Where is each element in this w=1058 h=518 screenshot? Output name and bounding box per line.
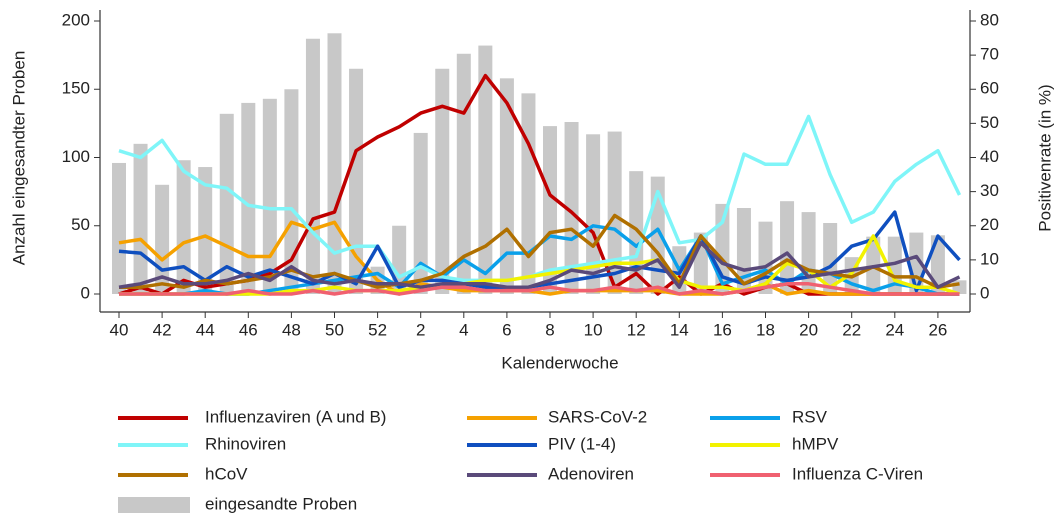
bar (198, 167, 213, 294)
bar (435, 68, 450, 295)
x-tick-label: 26 (928, 320, 947, 339)
legend-label: Adenoviren (548, 464, 634, 483)
y-tick-label: 100 (62, 147, 90, 166)
x-tick-label: 12 (627, 320, 646, 339)
bar (133, 143, 148, 294)
x-tick-label: 44 (196, 320, 215, 339)
y2-axis-label: Positivenrate (in %) (1035, 84, 1054, 231)
bar (543, 126, 557, 294)
x-tick-label: 40 (110, 320, 129, 339)
x-tick-label: 48 (282, 320, 301, 339)
y-tick-label: 50 (71, 215, 90, 234)
x-tick-label: 14 (670, 320, 689, 339)
bar (780, 201, 795, 294)
legend-label: hCoV (205, 464, 248, 483)
x-tick-label: 4 (459, 320, 468, 339)
bar (607, 131, 622, 294)
x-tick-label: 20 (799, 320, 818, 339)
bar (305, 38, 320, 295)
legend-label: PIV (1-4) (548, 434, 616, 453)
legend-label: Rhinoviren (205, 434, 286, 453)
x-tick-label: 52 (368, 320, 387, 339)
x-tick-label: 50 (325, 320, 344, 339)
bar (564, 122, 579, 294)
y2-tick-label: 30 (980, 181, 999, 200)
legend-swatch (118, 497, 190, 513)
y2-tick-label: 20 (980, 215, 999, 234)
y2-tick-label: 50 (980, 113, 999, 132)
x-axis-label: Kalenderwoche (501, 353, 618, 372)
legend-label: hMPV (792, 434, 839, 453)
y2-tick-label: 60 (980, 79, 999, 98)
x-tick-label: 42 (153, 320, 172, 339)
y2-tick-label: 10 (980, 249, 999, 268)
legend-label: eingesandte Proben (205, 494, 357, 513)
y2-tick-label: 70 (980, 45, 999, 64)
x-tick-label: 10 (584, 320, 603, 339)
legend-label: Influenzaviren (A und B) (205, 407, 386, 426)
x-tick-label: 24 (885, 320, 904, 339)
series-line (118, 241, 961, 289)
series-line (118, 220, 960, 296)
bar (262, 98, 277, 295)
legend-label: SARS-CoV-2 (548, 407, 647, 426)
y2-tick-label: 0 (980, 283, 989, 302)
bar (736, 208, 751, 294)
x-tick-label: 16 (713, 320, 732, 339)
x-tick-label: 46 (239, 320, 258, 339)
bar (241, 102, 256, 295)
bar (801, 212, 816, 294)
x-tick-label: 22 (842, 320, 861, 339)
bar (478, 45, 493, 294)
y2-tick-label: 80 (980, 10, 999, 29)
bar (413, 132, 428, 294)
bar (586, 134, 601, 294)
bar (349, 68, 364, 295)
bar (284, 89, 299, 294)
bar (327, 33, 342, 294)
x-tick-label: 6 (502, 320, 511, 339)
bar (521, 93, 536, 294)
y2-tick-label: 40 (980, 147, 999, 166)
y-axis-label: Anzahl eingesandter Proben (9, 51, 28, 266)
x-tick-label: 2 (416, 320, 425, 339)
y-tick-label: 0 (81, 283, 90, 302)
y-tick-label: 200 (62, 10, 90, 29)
bar (499, 78, 514, 294)
bar (176, 160, 191, 294)
x-tick-label: 18 (756, 320, 775, 339)
legend-label: Influenza C-Viren (792, 464, 923, 483)
legend-label: RSV (792, 407, 828, 426)
bar (112, 162, 126, 294)
y-tick-label: 150 (62, 79, 90, 98)
x-tick-label: 8 (545, 320, 554, 339)
series-line (119, 282, 960, 296)
